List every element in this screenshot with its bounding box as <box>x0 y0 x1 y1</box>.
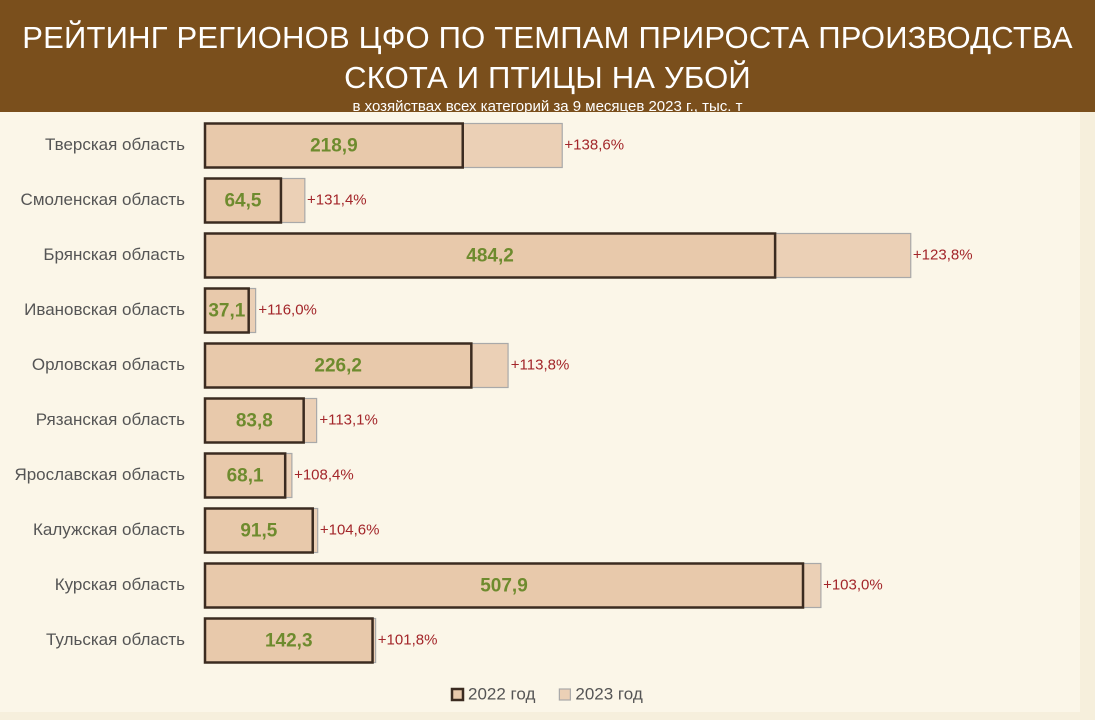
y-tick-label: Смоленская область <box>21 190 186 209</box>
chart: Тверская область 218,9 +138,6% Смоленская о… <box>0 112 1080 712</box>
value-label: 218,9 <box>310 136 358 157</box>
y-tick-label: Брянская область <box>43 245 185 264</box>
y-tick-label: Курская область <box>55 575 185 594</box>
chart-subtitle: в хозяйствах всех категорий за 9 месяцев… <box>352 98 743 115</box>
bar-2022 <box>203 287 250 334</box>
growth-label: +104,6% <box>320 521 380 538</box>
bar-2022 <box>203 122 464 169</box>
y-tick-label: Орловская область <box>32 355 185 374</box>
bar-2022 <box>203 562 805 609</box>
growth-label: +123,8% <box>913 246 973 263</box>
chart-title: РЕЙТИНГ РЕГИОНОВ ЦФО ПО ТЕМПАМ ПРИРОСТА … <box>22 20 1073 95</box>
value-label: 68,1 <box>227 466 264 487</box>
growth-label: +131,4% <box>307 191 367 208</box>
growth-label: +113,8% <box>511 356 570 373</box>
y-tick-label: Ивановская область <box>24 300 185 319</box>
legend-swatch <box>558 688 571 701</box>
bar-2022 <box>203 342 473 389</box>
y-tick-label: Рязанская область <box>36 410 185 429</box>
growth-label: +101,8% <box>378 631 438 648</box>
growth-label: +103,0% <box>823 576 883 593</box>
legend-label: 2023 год <box>575 684 642 703</box>
value-label: 83,8 <box>236 411 273 432</box>
growth-label: +108,4% <box>294 466 354 483</box>
y-tick-label: Тульская область <box>46 630 185 649</box>
value-label: 64,5 <box>224 191 261 212</box>
value-label: 37,1 <box>208 301 245 322</box>
bar-2022 <box>203 232 777 279</box>
plot-panel <box>0 112 1080 712</box>
growth-label: +138,6% <box>564 136 624 153</box>
y-tick-label: Калужская область <box>33 520 185 539</box>
legend-label: 2022 год <box>468 684 535 703</box>
growth-label: +113,1% <box>319 411 378 428</box>
bar-2022 <box>203 617 374 664</box>
value-label: 507,9 <box>480 576 528 597</box>
bar-2022 <box>203 397 305 444</box>
bar-2022 <box>203 452 287 499</box>
growth-label: +116,0% <box>258 301 317 318</box>
y-tick-label: Тверская область <box>45 135 185 154</box>
y-tick-label: Ярославская область <box>14 465 185 484</box>
bar-2022 <box>203 177 283 224</box>
value-label: 91,5 <box>240 521 277 542</box>
value-label: 226,2 <box>314 356 362 377</box>
bar-2022 <box>203 507 314 554</box>
legend-swatch <box>450 687 465 702</box>
value-label: 142,3 <box>265 631 313 652</box>
header: РЕЙТИНГ РЕГИОНОВ ЦФО ПО ТЕМПАМ ПРИРОСТА … <box>0 0 1095 115</box>
value-label: 484,2 <box>466 246 514 267</box>
